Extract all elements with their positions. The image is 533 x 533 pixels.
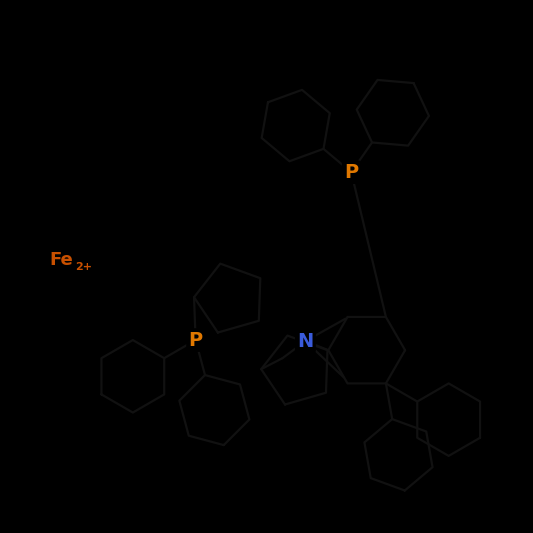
Text: P: P — [344, 163, 358, 182]
Text: N: N — [297, 332, 313, 351]
Text: 2+: 2+ — [75, 262, 92, 272]
Text: Fe: Fe — [50, 251, 73, 269]
Text: P: P — [189, 330, 203, 350]
